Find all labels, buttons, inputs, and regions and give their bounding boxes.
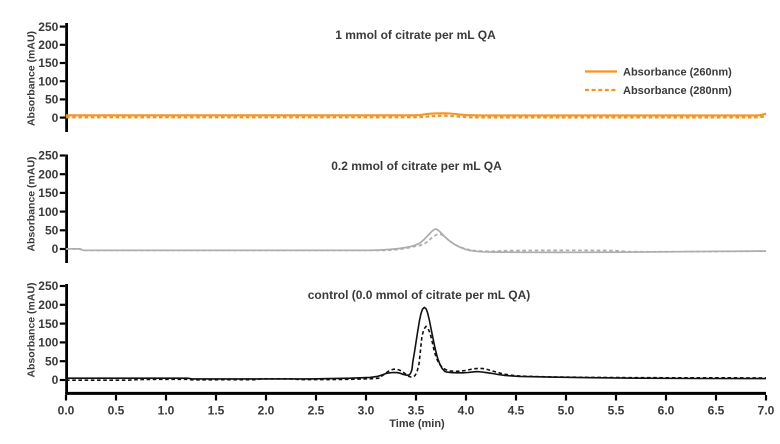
- svg-text:1.5: 1.5: [208, 404, 225, 418]
- svg-text:2.0: 2.0: [258, 404, 275, 418]
- svg-text:250: 250: [38, 279, 58, 293]
- svg-text:6.5: 6.5: [708, 404, 725, 418]
- svg-text:5.5: 5.5: [608, 404, 625, 418]
- svg-text:0.2 mmol of citrate per mL QA: 0.2 mmol of citrate per mL QA: [331, 159, 502, 173]
- svg-text:Absorbance (mAU): Absorbance (mAU): [26, 282, 38, 377]
- svg-text:250: 250: [38, 149, 58, 163]
- svg-text:150: 150: [38, 186, 58, 200]
- svg-text:150: 150: [38, 317, 58, 331]
- svg-text:150: 150: [38, 56, 58, 70]
- svg-text:Absorbance (280nm): Absorbance (280nm): [623, 85, 732, 97]
- svg-text:200: 200: [38, 167, 58, 181]
- svg-text:100: 100: [38, 74, 58, 88]
- svg-text:200: 200: [38, 298, 58, 312]
- svg-text:7.0: 7.0: [758, 404, 775, 418]
- svg-text:control (0.0 mmol of citrate p: control (0.0 mmol of citrate per mL QA): [308, 288, 530, 302]
- svg-text:50: 50: [45, 93, 59, 107]
- svg-text:2.5: 2.5: [308, 404, 325, 418]
- svg-text:4.0: 4.0: [458, 404, 475, 418]
- svg-text:Absorbance (mAU): Absorbance (mAU): [26, 156, 38, 251]
- svg-text:5.0: 5.0: [558, 404, 575, 418]
- svg-text:4.5: 4.5: [508, 404, 525, 418]
- svg-text:0: 0: [52, 111, 59, 125]
- svg-text:250: 250: [38, 20, 58, 34]
- svg-text:1.0: 1.0: [158, 404, 175, 418]
- svg-text:3.5: 3.5: [408, 404, 425, 418]
- svg-text:Time (min): Time (min): [389, 418, 445, 430]
- svg-text:6.0: 6.0: [658, 404, 675, 418]
- svg-text:0.0: 0.0: [58, 404, 75, 418]
- svg-text:1 mmol of citrate per mL QA: 1 mmol of citrate per mL QA: [335, 28, 496, 42]
- svg-text:0: 0: [52, 373, 59, 387]
- svg-text:50: 50: [45, 224, 59, 238]
- svg-text:50: 50: [45, 354, 59, 368]
- svg-text:100: 100: [38, 205, 58, 219]
- svg-text:Absorbance (260nm): Absorbance (260nm): [623, 67, 732, 79]
- svg-text:3.0: 3.0: [358, 404, 375, 418]
- svg-text:100: 100: [38, 336, 58, 350]
- svg-text:200: 200: [38, 38, 58, 52]
- svg-text:0: 0: [52, 242, 59, 256]
- svg-text:Absorbance (mAU): Absorbance (mAU): [26, 31, 38, 126]
- svg-text:0.5: 0.5: [108, 404, 125, 418]
